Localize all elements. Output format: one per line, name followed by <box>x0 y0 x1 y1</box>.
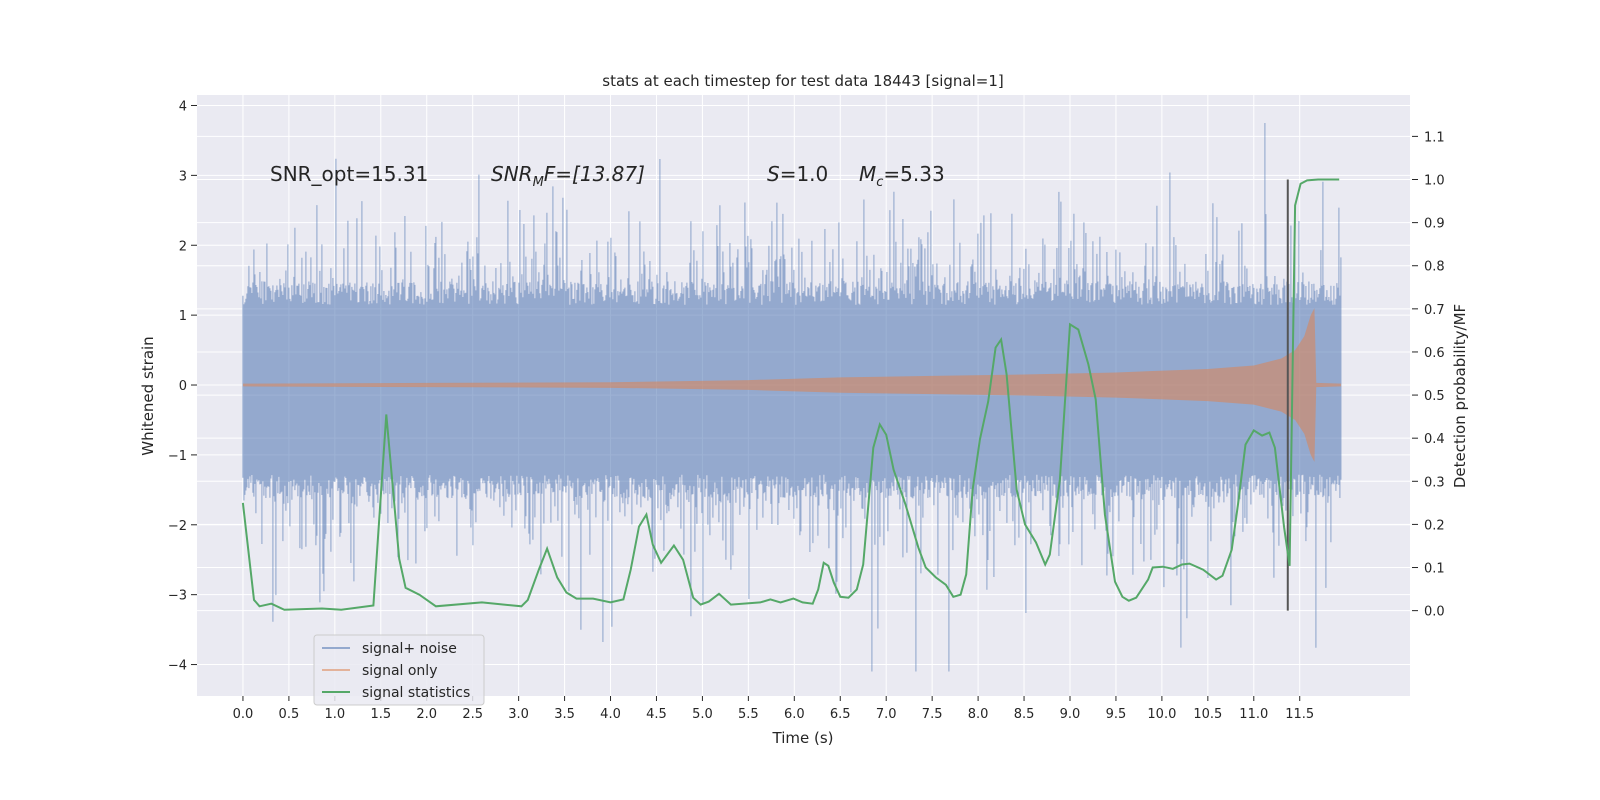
legend-label-noise: signal+ noise <box>362 641 457 657</box>
mc-value: =5.33 <box>883 162 944 186</box>
signal-statistics-series <box>241 178 1340 611</box>
snr-mf-main: SNR <box>491 162 533 186</box>
y-right-axis-ticks: 0.0 0.1 0.2 0.3 0.4 0.5 0.6 0.7 0.8 0.9 1.0 1.1 <box>1412 130 1445 620</box>
y-tick-label: 4 <box>179 99 187 114</box>
y-tick-label: 2 <box>179 239 187 254</box>
y-tick-label: 1 <box>179 309 187 324</box>
s-symbol: S <box>767 162 780 186</box>
s-value: =1.0 <box>780 162 829 186</box>
y-tick-label: 3 <box>179 169 187 184</box>
y-tick-label: −4 <box>168 659 187 674</box>
y-axis-label: Whitened strain <box>139 336 157 455</box>
mc-subscript: c <box>876 175 883 190</box>
legend-label-stats: signal statistics <box>362 685 470 701</box>
y-tick-label: −1 <box>168 449 187 464</box>
snr-mf-sub: M <box>533 175 544 190</box>
x-tick-label: 9.0 <box>1060 707 1081 722</box>
x-tick-label: 10.5 <box>1193 707 1222 722</box>
x-tick-label: 0.5 <box>279 707 300 722</box>
y-right-axis-label: Detection probability/MF <box>1451 304 1469 488</box>
y-right-tick-label: 0.5 <box>1424 389 1445 404</box>
y-axis-ticks: −4 −3 −2 −1 0 1 2 3 4 <box>168 99 197 674</box>
x-tick-label: 9.5 <box>1106 707 1127 722</box>
snr-mf-rest: F=[13.87] <box>544 162 645 186</box>
x-tick-label: 7.5 <box>922 707 943 722</box>
x-tick-label: 4.5 <box>646 707 667 722</box>
x-tick-label: 2.5 <box>462 707 483 722</box>
chart-title: stats at each timestep for test data 184… <box>602 72 1003 90</box>
y-right-tick-label: 0.3 <box>1424 475 1445 490</box>
y-right-tick-label: 1.1 <box>1424 130 1445 145</box>
x-tick-label: 1.0 <box>324 707 345 722</box>
x-tick-label: 6.0 <box>784 707 805 722</box>
x-axis-label: Time (s) <box>772 729 834 747</box>
x-tick-label: 8.0 <box>968 707 989 722</box>
y-right-tick-label: 0.9 <box>1424 217 1445 232</box>
y-right-tick-label: 1.0 <box>1424 174 1445 189</box>
y-tick-label: −3 <box>168 589 187 604</box>
annotation-s: S=1.0 <box>767 162 828 186</box>
x-tick-label: 7.0 <box>876 707 897 722</box>
x-tick-label: 1.5 <box>370 707 391 722</box>
x-axis-ticks: 0.0 0.5 1.0 1.5 2.0 2.5 3.0 3.5 4.0 4.5 5.0 5.5 6.0 6… <box>233 696 1314 722</box>
y-right-tick-label: 0.1 <box>1424 562 1445 577</box>
x-tick-label: 10.0 <box>1147 707 1176 722</box>
x-tick-label: 4.0 <box>600 707 621 722</box>
x-tick-label: 3.5 <box>554 707 575 722</box>
x-tick-label: 11.0 <box>1239 707 1268 722</box>
x-tick-label: 8.5 <box>1014 707 1035 722</box>
x-tick-label: 6.5 <box>830 707 851 722</box>
annotation-mc: Mc=5.33 <box>859 162 945 190</box>
x-tick-label: 5.0 <box>692 707 713 722</box>
y-right-tick-label: 0.7 <box>1424 303 1445 318</box>
x-tick-label: 5.5 <box>738 707 759 722</box>
x-tick-label: 11.5 <box>1285 707 1314 722</box>
signal-only-series <box>242 308 1342 462</box>
annotation-snr-mf: SNRMF=[13.87] <box>491 162 645 190</box>
annotations: SNR_opt=15.31 SNRMF=[13.87] S=1.0 Mc=5.3… <box>270 162 945 190</box>
x-tick-label: 3.0 <box>508 707 529 722</box>
legend-label-signal: signal only <box>362 663 437 679</box>
y-right-tick-label: 0.0 <box>1424 605 1445 620</box>
y-tick-label: 0 <box>179 379 187 394</box>
legend: signal+ noise signal only signal statist… <box>313 634 485 706</box>
annotation-snr-opt: SNR_opt=15.31 <box>270 162 428 186</box>
y-right-tick-label: 0.4 <box>1424 432 1445 447</box>
y-right-tick-label: 0.8 <box>1424 260 1445 275</box>
x-tick-label: 2.0 <box>416 707 437 722</box>
mc-symbol: M <box>859 162 876 186</box>
x-tick-label: 0.0 <box>233 707 254 722</box>
y-tick-label: −2 <box>168 519 187 534</box>
y-right-tick-label: 0.2 <box>1424 518 1445 533</box>
legend-box <box>313 634 485 706</box>
y-right-tick-label: 0.6 <box>1424 346 1445 361</box>
